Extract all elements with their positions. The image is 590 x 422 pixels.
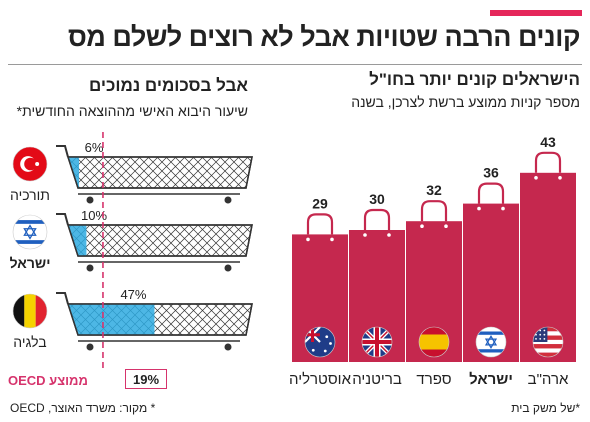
australia-flag-icon [304,326,336,358]
turkey-flag-icon [12,146,48,182]
bar-group: 36 ישראל [463,165,519,388]
bag-handle-icon [420,200,448,222]
cart-basket [66,156,253,189]
bag-hole [477,206,481,211]
cart-row: 10% ישראל [10,208,253,272]
cart-row: 6% תורכיה [10,140,253,204]
category-label: אוסטרליה [289,371,352,388]
right-panel-title: הישראלים קונים יותר בחו"ל [369,70,580,89]
country-label: בלגיה [13,334,46,350]
belgium-flag-icon [12,293,48,329]
bar-value-label: 29 [312,195,328,211]
cart-fill [68,304,155,335]
right-panel-subtitle: מספר קניות ממוצע ברשת לצרכן, בשנה [351,94,580,110]
bag-hole [534,176,538,180]
cart-row: 47% בלגיה [12,287,253,351]
israel-flag-icon [475,326,507,358]
page-title: קונים הרבה שטויות אבל לא רוצים לשלם מס [67,22,581,52]
cart-handle-icon [56,145,69,158]
bag-hole [363,233,367,237]
bag-handle-icon [363,208,391,230]
category-label: ישראל [469,371,513,388]
bar-value-label: 32 [426,182,442,198]
bar-group: 32 ספרד [406,182,462,388]
bag-hole [501,206,505,211]
cart-value-label: 10% [81,208,107,223]
cart-wheel-icon [86,343,94,351]
bar-group: 43 ארה"ב [520,134,576,388]
bag-hole [387,233,391,237]
cart-basket [66,224,253,257]
bar-group: 29 אוסטרליה [289,195,352,388]
bag-hole [444,224,448,228]
bag-handle-icon [306,213,334,235]
bar-value-label: 30 [369,191,385,207]
cart-outline [66,303,253,336]
category-label: ספרד [416,371,451,388]
cart-value-label: 47% [120,287,146,302]
bag-handle-icon [534,151,562,173]
bag-hole [420,224,424,228]
cart-wheel-icon [224,343,232,351]
bag-hole [306,237,310,242]
footnote: *של משק בית [511,401,580,415]
category-label: בריטניה [352,371,402,388]
cart-outline [66,224,253,257]
cart-wheel-icon [224,264,232,272]
cart-value-label: 6% [85,140,104,155]
cart-wheel-icon [224,196,232,204]
left-panel-title: אבל בסכומים נמוכים [88,76,248,95]
spain-flag-icon [418,326,450,358]
source-note: * מקור: משרד האוצר, OECD [10,401,156,415]
uk-flag-icon [361,326,393,358]
israel-flag-icon [12,214,48,250]
bar-group: 30 בריטניה [349,191,405,388]
category-label: ארה"ב [528,371,569,388]
cart-handle-icon [56,292,69,305]
cart-outline [66,156,253,189]
divider [8,64,582,65]
oecd-average-label: ממוצע OECD [8,373,88,388]
country-label: ישראל [10,255,51,271]
cart-handle-icon [56,213,69,226]
cart-wheel-icon [86,196,94,204]
country-label: תורכיה [10,187,50,203]
bag-hole [330,237,334,242]
bar-value-label: 36 [483,165,499,181]
oecd-average-value: 19% [125,369,167,389]
bag-handle-icon [477,182,505,204]
us-flag-icon [532,326,564,358]
cart-wheel-icon [86,264,94,272]
bar-value-label: 43 [540,134,556,150]
cart-fill [68,225,87,256]
accent-bar [490,10,582,16]
left-panel-subtitle: שיעור היבוא האישי מההוצאה החודשית* [16,103,248,119]
bag-hole [558,176,562,180]
